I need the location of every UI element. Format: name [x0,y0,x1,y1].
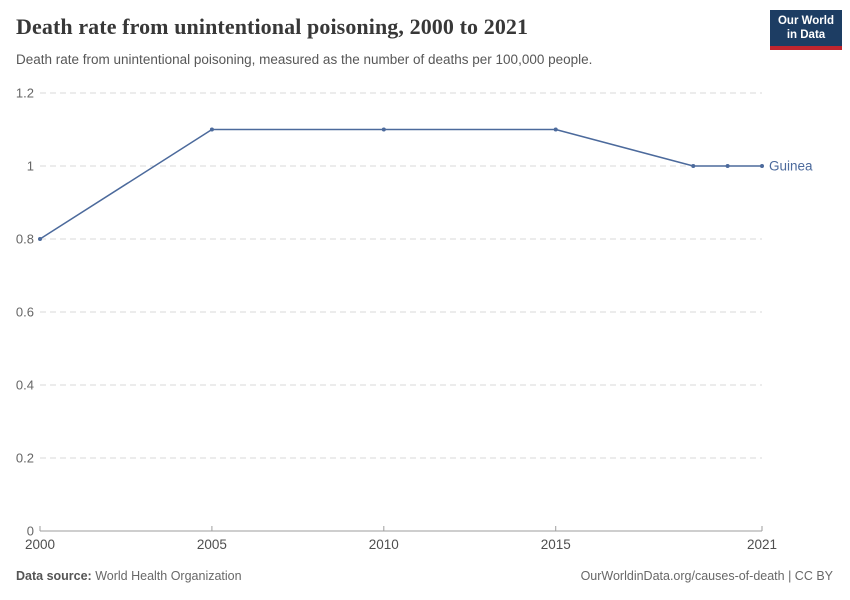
data-source-label: Data source: [16,569,92,583]
owid-logo-line2: in Data [786,29,826,41]
data-point-marker[interactable] [725,164,730,168]
owid-logo-line1: Our World [777,14,834,27]
y-tick-label: 1.2 [16,86,34,101]
data-point-marker[interactable] [553,127,558,132]
data-source: Data source: World Health Organization [16,568,242,584]
data-point-marker[interactable] [209,127,214,132]
x-tick-label: 2000 [25,537,55,552]
y-tick-label: 0.4 [16,378,34,393]
y-tick-label: 0.8 [16,232,34,247]
series-end-label[interactable]: Guinea [769,159,813,174]
owid-logo[interactable]: Our World in Data [770,10,842,50]
y-tick-label: 0.2 [16,451,34,466]
chart-subtitle: Death rate from unintentional poisoning,… [16,52,593,67]
chart-title: Death rate from unintentional poisoning,… [16,14,529,39]
data-point-marker[interactable] [38,237,42,241]
x-tick-label: 2010 [369,537,399,552]
data-point-marker[interactable] [691,164,696,168]
y-tick-label: 0 [27,524,34,539]
credit-link[interactable]: OurWorldinData.org/causes-of-death | CC … [580,569,833,583]
data-point-marker[interactable] [381,127,386,132]
y-tick-label: 1 [27,159,34,174]
x-tick-label: 2015 [541,537,571,552]
series-line[interactable] [39,128,762,240]
x-tick-label: 2021 [747,537,777,552]
chart-footer: Data source: World Health Organization O… [16,568,833,584]
data-source-value: World Health Organization [91,569,242,583]
y-tick-label: 0.6 [16,305,34,320]
x-tick-label: 2005 [197,537,227,552]
data-point-marker[interactable] [760,164,764,168]
